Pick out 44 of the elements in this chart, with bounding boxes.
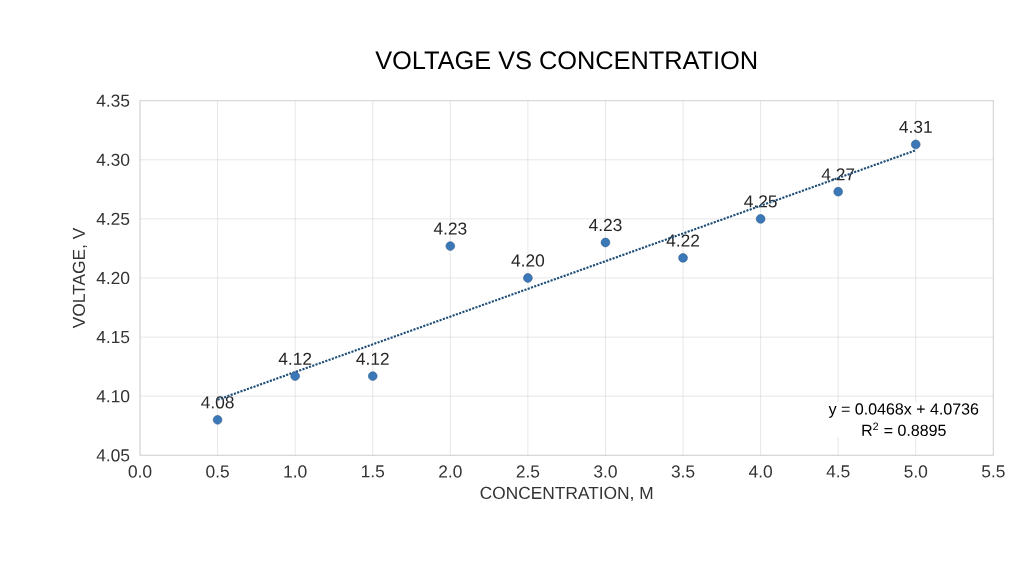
x-tick-label: 0.0 (128, 465, 152, 478)
x-tick-label: 3.5 (671, 465, 695, 478)
x-tick-label: 3.0 (594, 465, 617, 478)
data-label: 4.23 (588, 218, 622, 232)
chart-title: VOLTAGE VS CONCENTRATION (375, 51, 757, 70)
data-label: 4.31 (899, 120, 932, 134)
y-tick-label: 4.05 (96, 449, 130, 462)
x-axis-title: CONCENTRATION, M (480, 486, 653, 502)
data-label: 4.12 (356, 352, 389, 365)
x-tick-label: 5.5 (981, 465, 1005, 478)
y-tick-label: 4.25 (96, 212, 130, 226)
point (678, 253, 688, 263)
point (445, 241, 455, 251)
data-label: 4.25 (744, 195, 777, 208)
point (911, 139, 921, 150)
y-tick-label: 4.20 (96, 271, 130, 285)
data-label: 4.20 (511, 254, 545, 267)
x-tick-label: 2.0 (439, 465, 462, 478)
y-axis-title: VOLTAGE, V (72, 227, 88, 329)
x-tick-label: 1.0 (284, 465, 307, 478)
point (755, 214, 766, 224)
point (600, 237, 611, 248)
x-tick-label: 0.5 (206, 465, 229, 478)
data-label: 4.23 (433, 222, 467, 235)
point (212, 415, 223, 425)
annotation: R$^{2}$ = 0.8895 (862, 422, 946, 436)
point (290, 371, 300, 381)
annotation: y = 0.0468x + 4.0736 (828, 403, 979, 418)
x-tick-label: 1.5 (362, 465, 385, 478)
data-label: 4.12 (278, 352, 312, 365)
point (833, 187, 843, 197)
data-label: 4.22 (666, 234, 700, 247)
y-tick-label: 4.15 (96, 331, 130, 344)
y-tick-label: 4.10 (96, 390, 130, 403)
x-tick-label: 4.0 (748, 465, 772, 478)
y-tick-label: 4.35 (96, 94, 130, 107)
y-tick-label: 4.30 (96, 153, 130, 166)
x-tick-label: 2.5 (516, 465, 540, 478)
x-tick-label: 5.0 (904, 465, 928, 478)
data-label: 4.08 (201, 396, 234, 409)
point (523, 273, 533, 283)
point (368, 371, 378, 381)
data-label: 4.27 (821, 168, 855, 181)
x-tick-label: 4.5 (826, 465, 850, 478)
